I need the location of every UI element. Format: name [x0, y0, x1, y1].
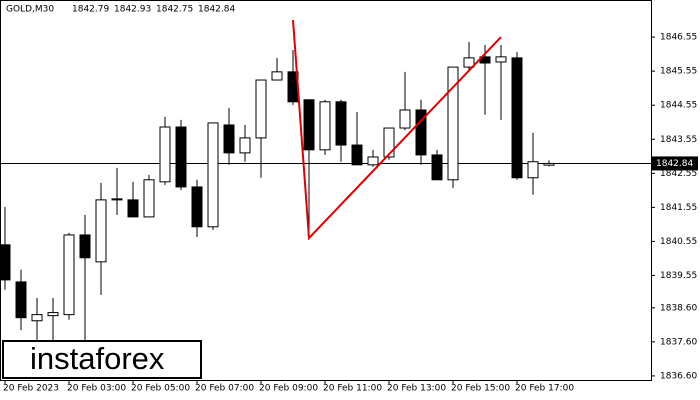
y-tick-label: 1845.55: [660, 67, 697, 77]
candle-body: [255, 79, 267, 139]
candle-body: [415, 109, 427, 156]
y-tick-label: 1844.55: [660, 101, 697, 111]
candle-body: [431, 154, 443, 181]
candle-body: [351, 144, 363, 166]
candle-body: [399, 109, 411, 129]
x-tick-label: 20 Feb 13:00: [387, 384, 446, 394]
y-tick-label: 1840.55: [660, 237, 697, 247]
header-value: 1842.79: [72, 5, 109, 15]
symbol: GOLD,M30: [6, 5, 54, 15]
y-tick-label: 1842.55: [660, 169, 697, 179]
candle-body: [511, 57, 523, 179]
candle-body: [111, 198, 123, 201]
candle-body: [223, 124, 235, 154]
header-value: 1842.84: [198, 5, 235, 15]
x-tick-label: 20 Feb 05:00: [131, 384, 190, 394]
candle-body: [159, 126, 171, 183]
y-tick-label: 1846.55: [660, 33, 697, 43]
candle-body: [463, 57, 475, 68]
y-tick-label: 1836.60: [660, 371, 697, 381]
candle-body: [79, 234, 91, 259]
x-tick-label: 20 Feb 03:00: [67, 384, 126, 394]
candle-body: [319, 101, 331, 151]
candle-body: [191, 186, 203, 228]
header-value: 1842.93: [114, 5, 151, 15]
candle-body: [175, 126, 187, 188]
candle-body: [143, 179, 155, 218]
candle-body: [367, 156, 379, 166]
price-label-box: [652, 156, 698, 171]
candle-body: [207, 122, 219, 228]
candle-body: [447, 66, 459, 181]
x-tick-label: 20 Feb 09:00: [259, 384, 318, 394]
candle-body: [127, 199, 139, 218]
candle-body: [239, 137, 251, 154]
y-tick-label: 1837.60: [660, 337, 697, 347]
x-tick-label: 20 Feb 07:00: [195, 384, 254, 394]
candle-body: [15, 281, 27, 319]
candle-body: [543, 162, 555, 166]
x-tick-label: 20 Feb 17:00: [515, 384, 574, 394]
x-tick-label: 20 Feb 11:00: [323, 384, 382, 394]
header-value: 1842.75: [156, 5, 193, 15]
y-tick-label: 1839.55: [660, 271, 697, 281]
header: GOLD,M30: [6, 5, 54, 15]
candle-body: [95, 199, 107, 263]
candle-body: [271, 71, 283, 81]
candle-body: [31, 314, 43, 322]
candle-body: [335, 101, 347, 146]
candle-body: [527, 161, 539, 179]
candle-body: [63, 234, 75, 316]
pattern-line: [292, 20, 502, 241]
y-tick-label: 1841.55: [660, 203, 697, 213]
logo-box: [2, 340, 202, 379]
y-tick-label: 1843.55: [660, 135, 697, 145]
candle-body: [303, 99, 315, 151]
candle-body: [47, 312, 59, 317]
y-tick-label: 1838.60: [660, 303, 697, 313]
plot-frame: [0, 0, 652, 381]
candle-body: [383, 127, 395, 158]
logo: instaforex: [30, 341, 165, 376]
x-tick-label: 20 Feb 15:00: [451, 384, 510, 394]
candle-body: [0, 244, 11, 281]
price-label: 1842.84: [656, 159, 693, 169]
candle-body: [495, 56, 507, 63]
x-tick-label: 20 Feb 2023: [3, 384, 59, 394]
